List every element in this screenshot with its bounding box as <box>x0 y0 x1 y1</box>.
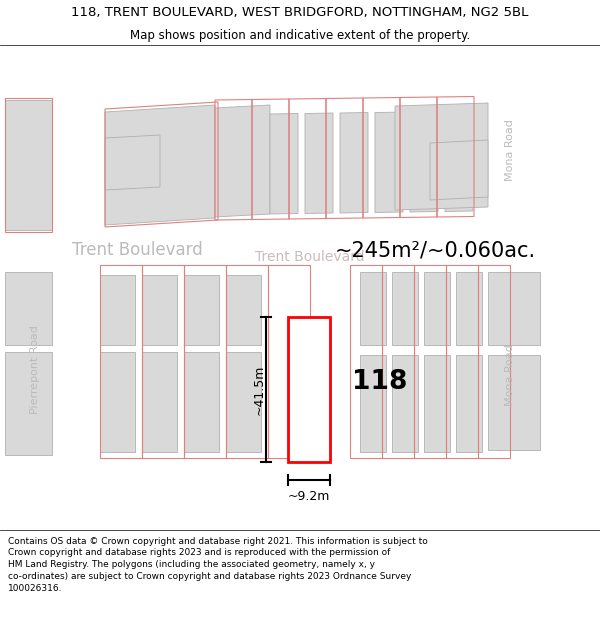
Text: ~41.5m: ~41.5m <box>253 364 265 415</box>
Polygon shape <box>226 275 261 345</box>
Polygon shape <box>105 135 160 190</box>
Polygon shape <box>340 112 368 213</box>
Text: Map shows position and indicative extent of the property.: Map shows position and indicative extent… <box>130 29 470 42</box>
Text: Pierrepont Road: Pierrepont Road <box>30 326 40 414</box>
Polygon shape <box>392 272 418 345</box>
Polygon shape <box>360 355 386 452</box>
Polygon shape <box>424 355 450 452</box>
Polygon shape <box>0 217 600 260</box>
Polygon shape <box>488 355 540 450</box>
Polygon shape <box>270 114 298 214</box>
Text: Trent Boulevard: Trent Boulevard <box>255 250 365 264</box>
Polygon shape <box>184 352 219 452</box>
Text: ~9.2m: ~9.2m <box>288 490 330 503</box>
Polygon shape <box>184 275 219 345</box>
Polygon shape <box>456 355 482 452</box>
Polygon shape <box>142 275 177 345</box>
Polygon shape <box>105 105 215 225</box>
Bar <box>288 317 330 462</box>
Text: Mona Road: Mona Road <box>505 344 515 406</box>
Polygon shape <box>5 100 52 230</box>
Text: ~245m²/~0.060ac.: ~245m²/~0.060ac. <box>335 241 536 261</box>
Polygon shape <box>430 140 488 200</box>
Polygon shape <box>488 272 540 345</box>
Polygon shape <box>100 275 135 345</box>
Polygon shape <box>142 352 177 452</box>
Polygon shape <box>410 111 438 212</box>
Polygon shape <box>395 103 488 210</box>
Polygon shape <box>375 112 403 212</box>
Polygon shape <box>5 352 52 455</box>
Polygon shape <box>305 113 333 214</box>
Polygon shape <box>490 45 530 530</box>
Polygon shape <box>5 272 52 345</box>
Polygon shape <box>100 352 135 452</box>
Polygon shape <box>424 272 450 345</box>
Polygon shape <box>392 355 418 452</box>
Text: Contains OS data © Crown copyright and database right 2021. This information is : Contains OS data © Crown copyright and d… <box>8 537 428 593</box>
Text: Trent Boulevard: Trent Boulevard <box>72 241 203 259</box>
Text: Mona Road: Mona Road <box>505 119 515 181</box>
Polygon shape <box>55 45 100 530</box>
Text: 118: 118 <box>352 369 407 395</box>
Polygon shape <box>456 272 482 345</box>
Polygon shape <box>226 352 261 452</box>
Text: 118, TRENT BOULEVARD, WEST BRIDGFORD, NOTTINGHAM, NG2 5BL: 118, TRENT BOULEVARD, WEST BRIDGFORD, NO… <box>71 6 529 19</box>
Polygon shape <box>445 111 473 211</box>
Polygon shape <box>215 105 270 217</box>
Polygon shape <box>360 272 386 345</box>
